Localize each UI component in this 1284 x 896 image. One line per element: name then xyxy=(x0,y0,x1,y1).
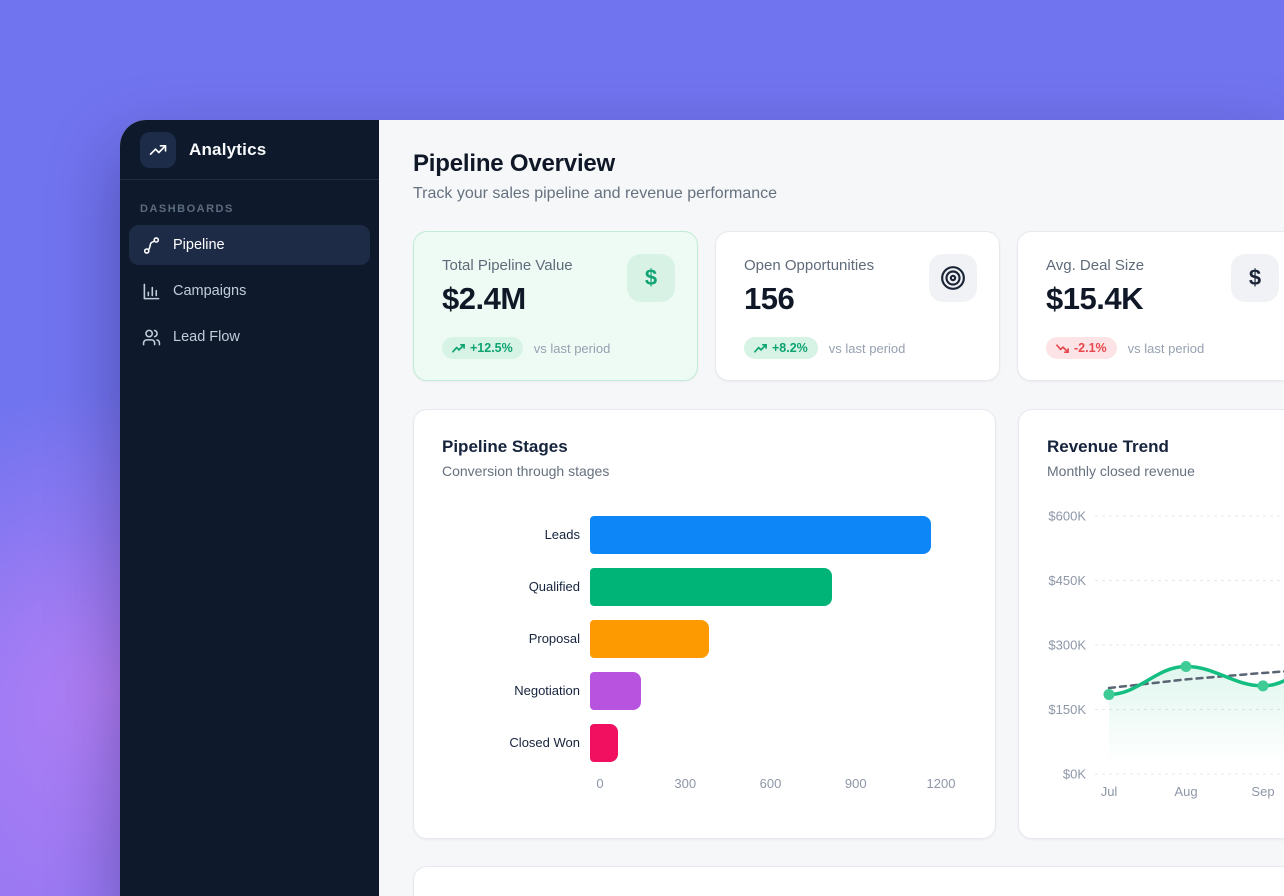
main-content: Pipeline Overview Track your sales pipel… xyxy=(379,120,1284,896)
trend-change: +8.2% xyxy=(772,341,808,355)
svg-text:$600K: $600K xyxy=(1048,509,1086,524)
page-title: Pipeline Overview xyxy=(413,150,616,177)
axis-tick: 900 xyxy=(844,776,867,791)
trending-up-icon xyxy=(754,343,767,353)
chart-subtitle: Conversion through stages xyxy=(442,463,610,479)
svg-text:$300K: $300K xyxy=(1048,638,1086,653)
sidebar-item-lead-flow[interactable]: Lead Flow xyxy=(129,317,370,357)
app-window: Analytics DASHBOARDS Pipeline xyxy=(120,120,1284,896)
sidebar-nav: Pipeline Campaigns Lead Flow xyxy=(120,225,379,363)
bar-chart-icon xyxy=(141,282,161,301)
kpi-value: $2.4M xyxy=(442,281,526,316)
funnel-row-leads: Leads xyxy=(442,516,967,554)
kpi-label: Open Opportunities xyxy=(744,257,875,274)
chart-title: Pipeline Stages xyxy=(442,437,568,456)
funnel-x-axis: 0 300 600 900 1200 xyxy=(596,776,955,794)
funnel-row-negotiation: Negotiation xyxy=(442,672,967,710)
sidebar-item-label: Campaigns xyxy=(173,283,247,299)
analytics-logo xyxy=(140,131,176,168)
kpi-card-avg-deal-size: Avg. Deal Size $15.4K -2.1% vs last peri… xyxy=(1017,231,1284,381)
dollar-icon: $ xyxy=(627,254,675,302)
funnel-bar xyxy=(590,516,931,554)
kpi-card-total-pipeline-value: Total Pipeline Value $2.4M +12.5% vs las… xyxy=(413,231,698,381)
sidebar-item-label: Lead Flow xyxy=(173,329,240,345)
target-icon xyxy=(929,254,977,302)
funnel-bar xyxy=(590,672,642,710)
brand-label: Analytics xyxy=(189,139,267,159)
vs-label: vs last period xyxy=(828,340,906,356)
kpi-label: Total Pipeline Value xyxy=(442,257,573,274)
route-icon xyxy=(141,236,161,255)
bottom-card-partial xyxy=(413,866,1284,896)
dollar-icon: $ xyxy=(1231,254,1279,302)
svg-text:Jul: Jul xyxy=(1101,784,1118,799)
sidebar-item-campaigns[interactable]: Campaigns xyxy=(129,271,370,311)
funnel-bar xyxy=(590,620,710,658)
funnel-bar-label: Qualified xyxy=(528,578,580,594)
svg-text:$150K: $150K xyxy=(1048,702,1086,717)
chart-subtitle: Monthly closed revenue xyxy=(1047,463,1195,479)
sidebar: Analytics DASHBOARDS Pipeline xyxy=(120,120,379,896)
sidebar-section-label: DASHBOARDS xyxy=(140,203,234,215)
trending-up-icon xyxy=(149,144,167,155)
kpi-row: Total Pipeline Value $2.4M +12.5% vs las… xyxy=(413,231,1284,381)
kpi-value: 156 xyxy=(744,281,795,316)
dollar-glyph: $ xyxy=(644,265,658,290)
trend-badge: +12.5% xyxy=(442,337,523,359)
vs-label: vs last period xyxy=(533,340,611,356)
trending-up-icon xyxy=(452,343,465,353)
trend-badge: -2.1% xyxy=(1046,337,1117,359)
svg-text:$0K: $0K xyxy=(1063,767,1086,782)
pipeline-stages-card: Pipeline Stages Conversion through stage… xyxy=(413,409,996,839)
trend-change: +12.5% xyxy=(470,341,513,355)
trend-change: -2.1% xyxy=(1074,341,1107,355)
kpi-card-open-opportunities: Open Opportunities 156 +8.2% vs last per… xyxy=(715,231,1000,381)
page-subtitle: Track your sales pipeline and revenue pe… xyxy=(413,185,778,202)
kpi-label: Avg. Deal Size xyxy=(1046,257,1145,274)
funnel-bar-label: Negotiation xyxy=(514,682,580,698)
funnel-bar xyxy=(590,724,619,762)
vs-label: vs last period xyxy=(1127,340,1205,356)
axis-tick: 1200 xyxy=(926,776,956,791)
axis-tick: 600 xyxy=(759,776,782,791)
funnel-bar-label: Proposal xyxy=(528,630,580,646)
revenue-trend-card: $600K$450K$300K$150K$0KJulAugSepOctNovDe… xyxy=(1018,409,1284,839)
charts-row: Pipeline Stages Conversion through stage… xyxy=(413,409,1284,839)
brand: Analytics xyxy=(120,120,379,180)
funnel-bar-label: Closed Won xyxy=(509,734,580,750)
funnel-row-proposal: Proposal xyxy=(442,620,967,658)
funnel-chart: Leads Qualified Proposal Negotiation Closed … xyxy=(442,516,967,794)
trending-down-icon xyxy=(1056,343,1069,353)
funnel-bar xyxy=(590,568,832,606)
chart-title: Revenue Trend xyxy=(1047,437,1169,456)
dollar-glyph: $ xyxy=(1248,265,1262,290)
funnel-row-closed-won: Closed Won xyxy=(442,724,967,762)
funnel-row-qualified: Qualified xyxy=(442,568,967,606)
svg-text:$450K: $450K xyxy=(1048,573,1086,588)
svg-text:Sep: Sep xyxy=(1251,784,1274,799)
funnel-bar-label: Leads xyxy=(544,526,580,542)
trend-badge: +8.2% xyxy=(744,337,818,359)
axis-tick: 300 xyxy=(674,776,697,791)
axis-tick: 0 xyxy=(596,776,604,791)
users-icon xyxy=(141,328,161,347)
svg-text:Aug: Aug xyxy=(1174,784,1197,799)
sidebar-item-pipeline[interactable]: Pipeline xyxy=(129,225,370,265)
kpi-value: $15.4K xyxy=(1046,281,1143,316)
sidebar-item-label: Pipeline xyxy=(173,237,225,253)
